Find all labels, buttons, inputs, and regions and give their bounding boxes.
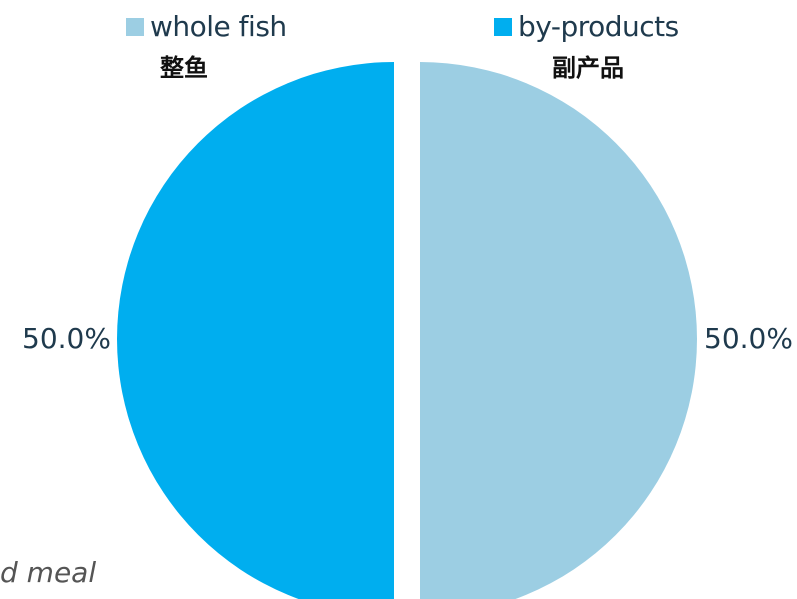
pie-slice-by-products	[117, 62, 394, 599]
legend-item-whole-fish: whole fish	[126, 10, 287, 43]
legend-label-cn-by-products: 副产品	[552, 54, 624, 82]
data-label-whole-fish: 50.0%	[704, 322, 793, 355]
legend-swatch-whole-fish	[126, 17, 144, 36]
legend-label-by-products: by-products	[518, 10, 679, 43]
legend-item-by-products: by-products	[494, 10, 679, 43]
footnote-text: d meal	[0, 556, 97, 589]
legend-label-cn-whole-fish: 整鱼	[160, 54, 208, 82]
data-label-by-products: 50.0%	[22, 322, 111, 355]
legend-swatch-by-products	[494, 17, 512, 36]
legend-label-whole-fish: whole fish	[150, 10, 287, 43]
pie-slice-whole-fish	[420, 62, 697, 599]
